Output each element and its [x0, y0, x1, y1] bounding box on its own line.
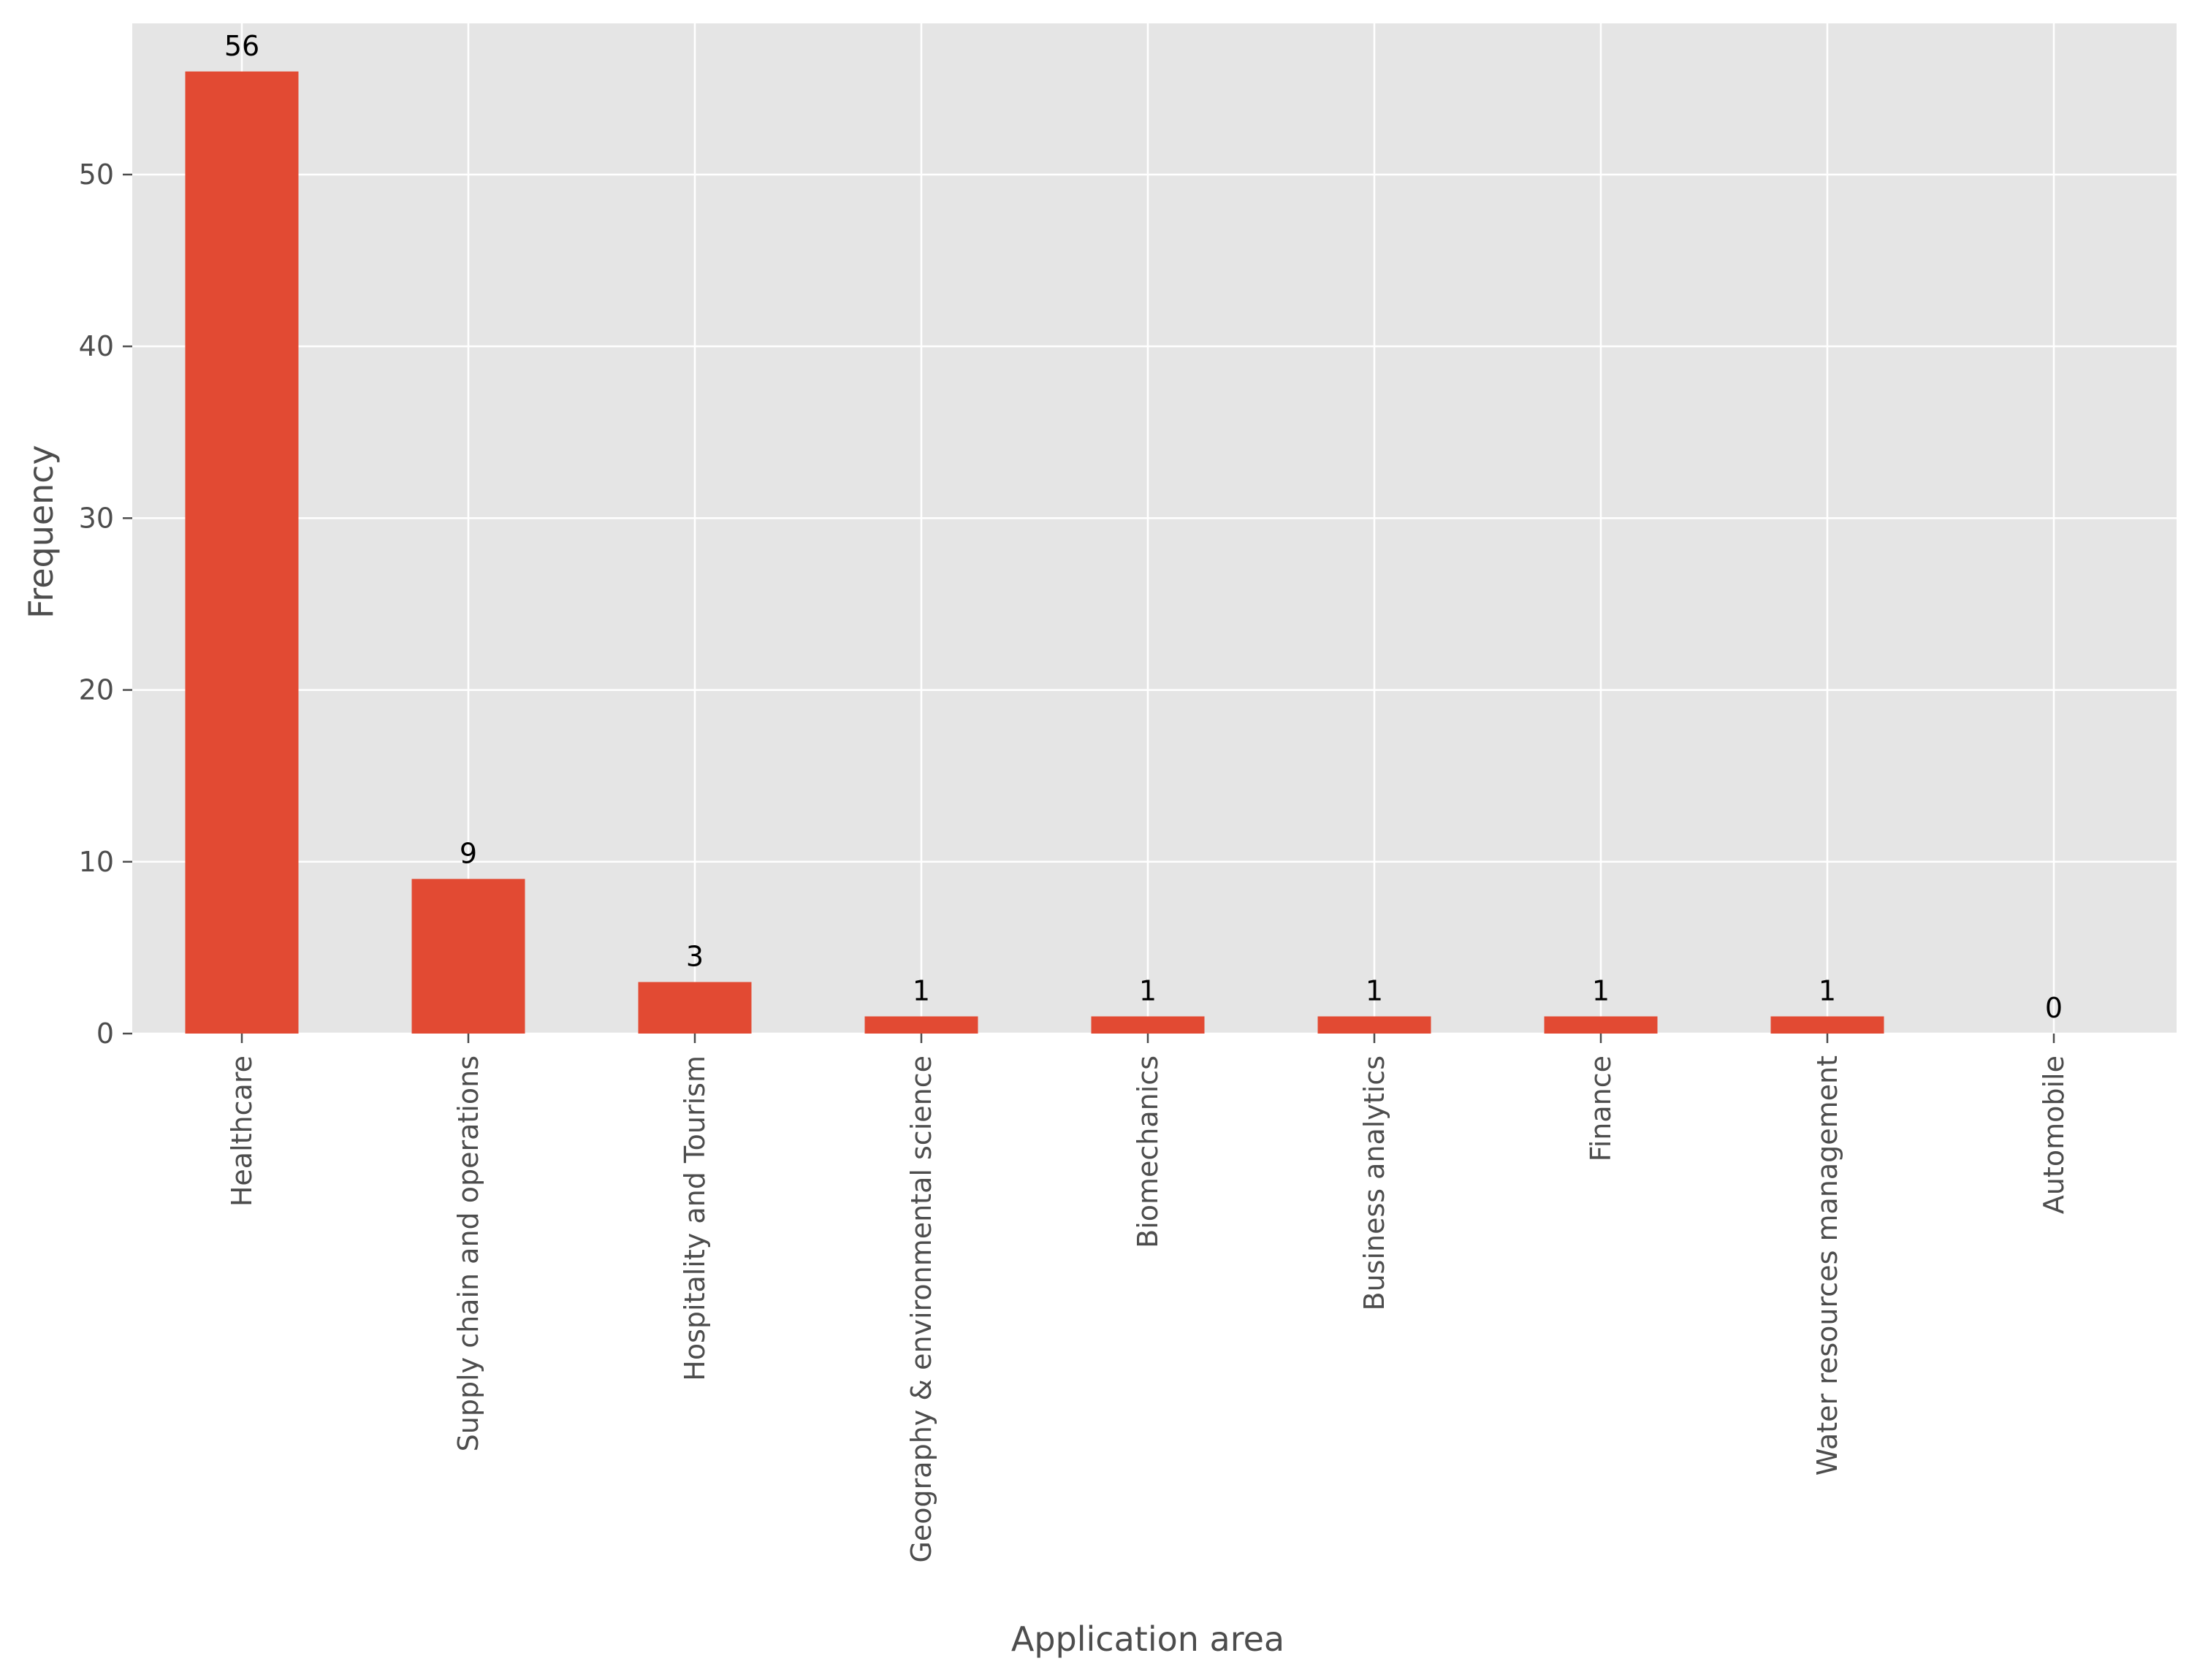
data-labels: 56 9 3 1 1 1 1 1 0: [224, 30, 2063, 1024]
data-label-1: 9: [460, 837, 477, 869]
x-tick-label-4: Biomechanics: [1132, 1055, 1164, 1248]
bar-0: [185, 71, 299, 1034]
data-label-2: 3: [686, 940, 704, 972]
x-tick-label-7: Water resources management: [1811, 1055, 1843, 1475]
bar-7: [1770, 1016, 1884, 1034]
data-label-6: 1: [1592, 974, 1610, 1007]
data-label-7: 1: [1819, 974, 1836, 1007]
grid-lines: [132, 23, 2177, 1035]
x-tick-label-6: Finance: [1585, 1055, 1617, 1161]
x-tick-label-5: Business analytics: [1358, 1055, 1390, 1311]
bar-6: [1544, 1016, 1658, 1034]
x-axis: Healthcare Supply chain and operations Hos…: [226, 1034, 2070, 1563]
data-label-0: 56: [224, 30, 259, 62]
data-label-5: 1: [1366, 974, 1383, 1007]
x-tick-label-1: Supply chain and operations: [452, 1055, 484, 1451]
y-tick-label: 10: [79, 846, 114, 878]
x-tick-label-2: Hospitality and Tourism: [679, 1055, 711, 1381]
x-axis-label: Application area: [1011, 1619, 1284, 1659]
y-axis: 0 10 20 30 40 50: [79, 159, 132, 1050]
y-tick-label: 50: [79, 159, 114, 191]
x-tick-label-8: Automobile: [2038, 1055, 2070, 1214]
plot-area: [132, 23, 2177, 1034]
bar-1: [411, 879, 525, 1034]
x-tick-label-3: Geography & environmental science: [905, 1055, 937, 1563]
y-tick-label: 40: [79, 330, 114, 362]
y-tick-label: 0: [96, 1017, 114, 1050]
y-tick-label: 20: [79, 674, 114, 706]
bar-3: [864, 1016, 978, 1034]
bar-2: [638, 982, 752, 1034]
y-axis-label: Frequency: [21, 445, 61, 619]
bars: [185, 71, 1884, 1034]
data-label-3: 1: [913, 974, 930, 1007]
bar-4: [1091, 1016, 1205, 1034]
x-tick-label-0: Healthcare: [226, 1055, 258, 1207]
bar-5: [1317, 1016, 1431, 1034]
data-label-4: 1: [1139, 974, 1157, 1007]
data-label-8: 0: [2045, 992, 2063, 1024]
y-tick-label: 30: [79, 502, 114, 534]
